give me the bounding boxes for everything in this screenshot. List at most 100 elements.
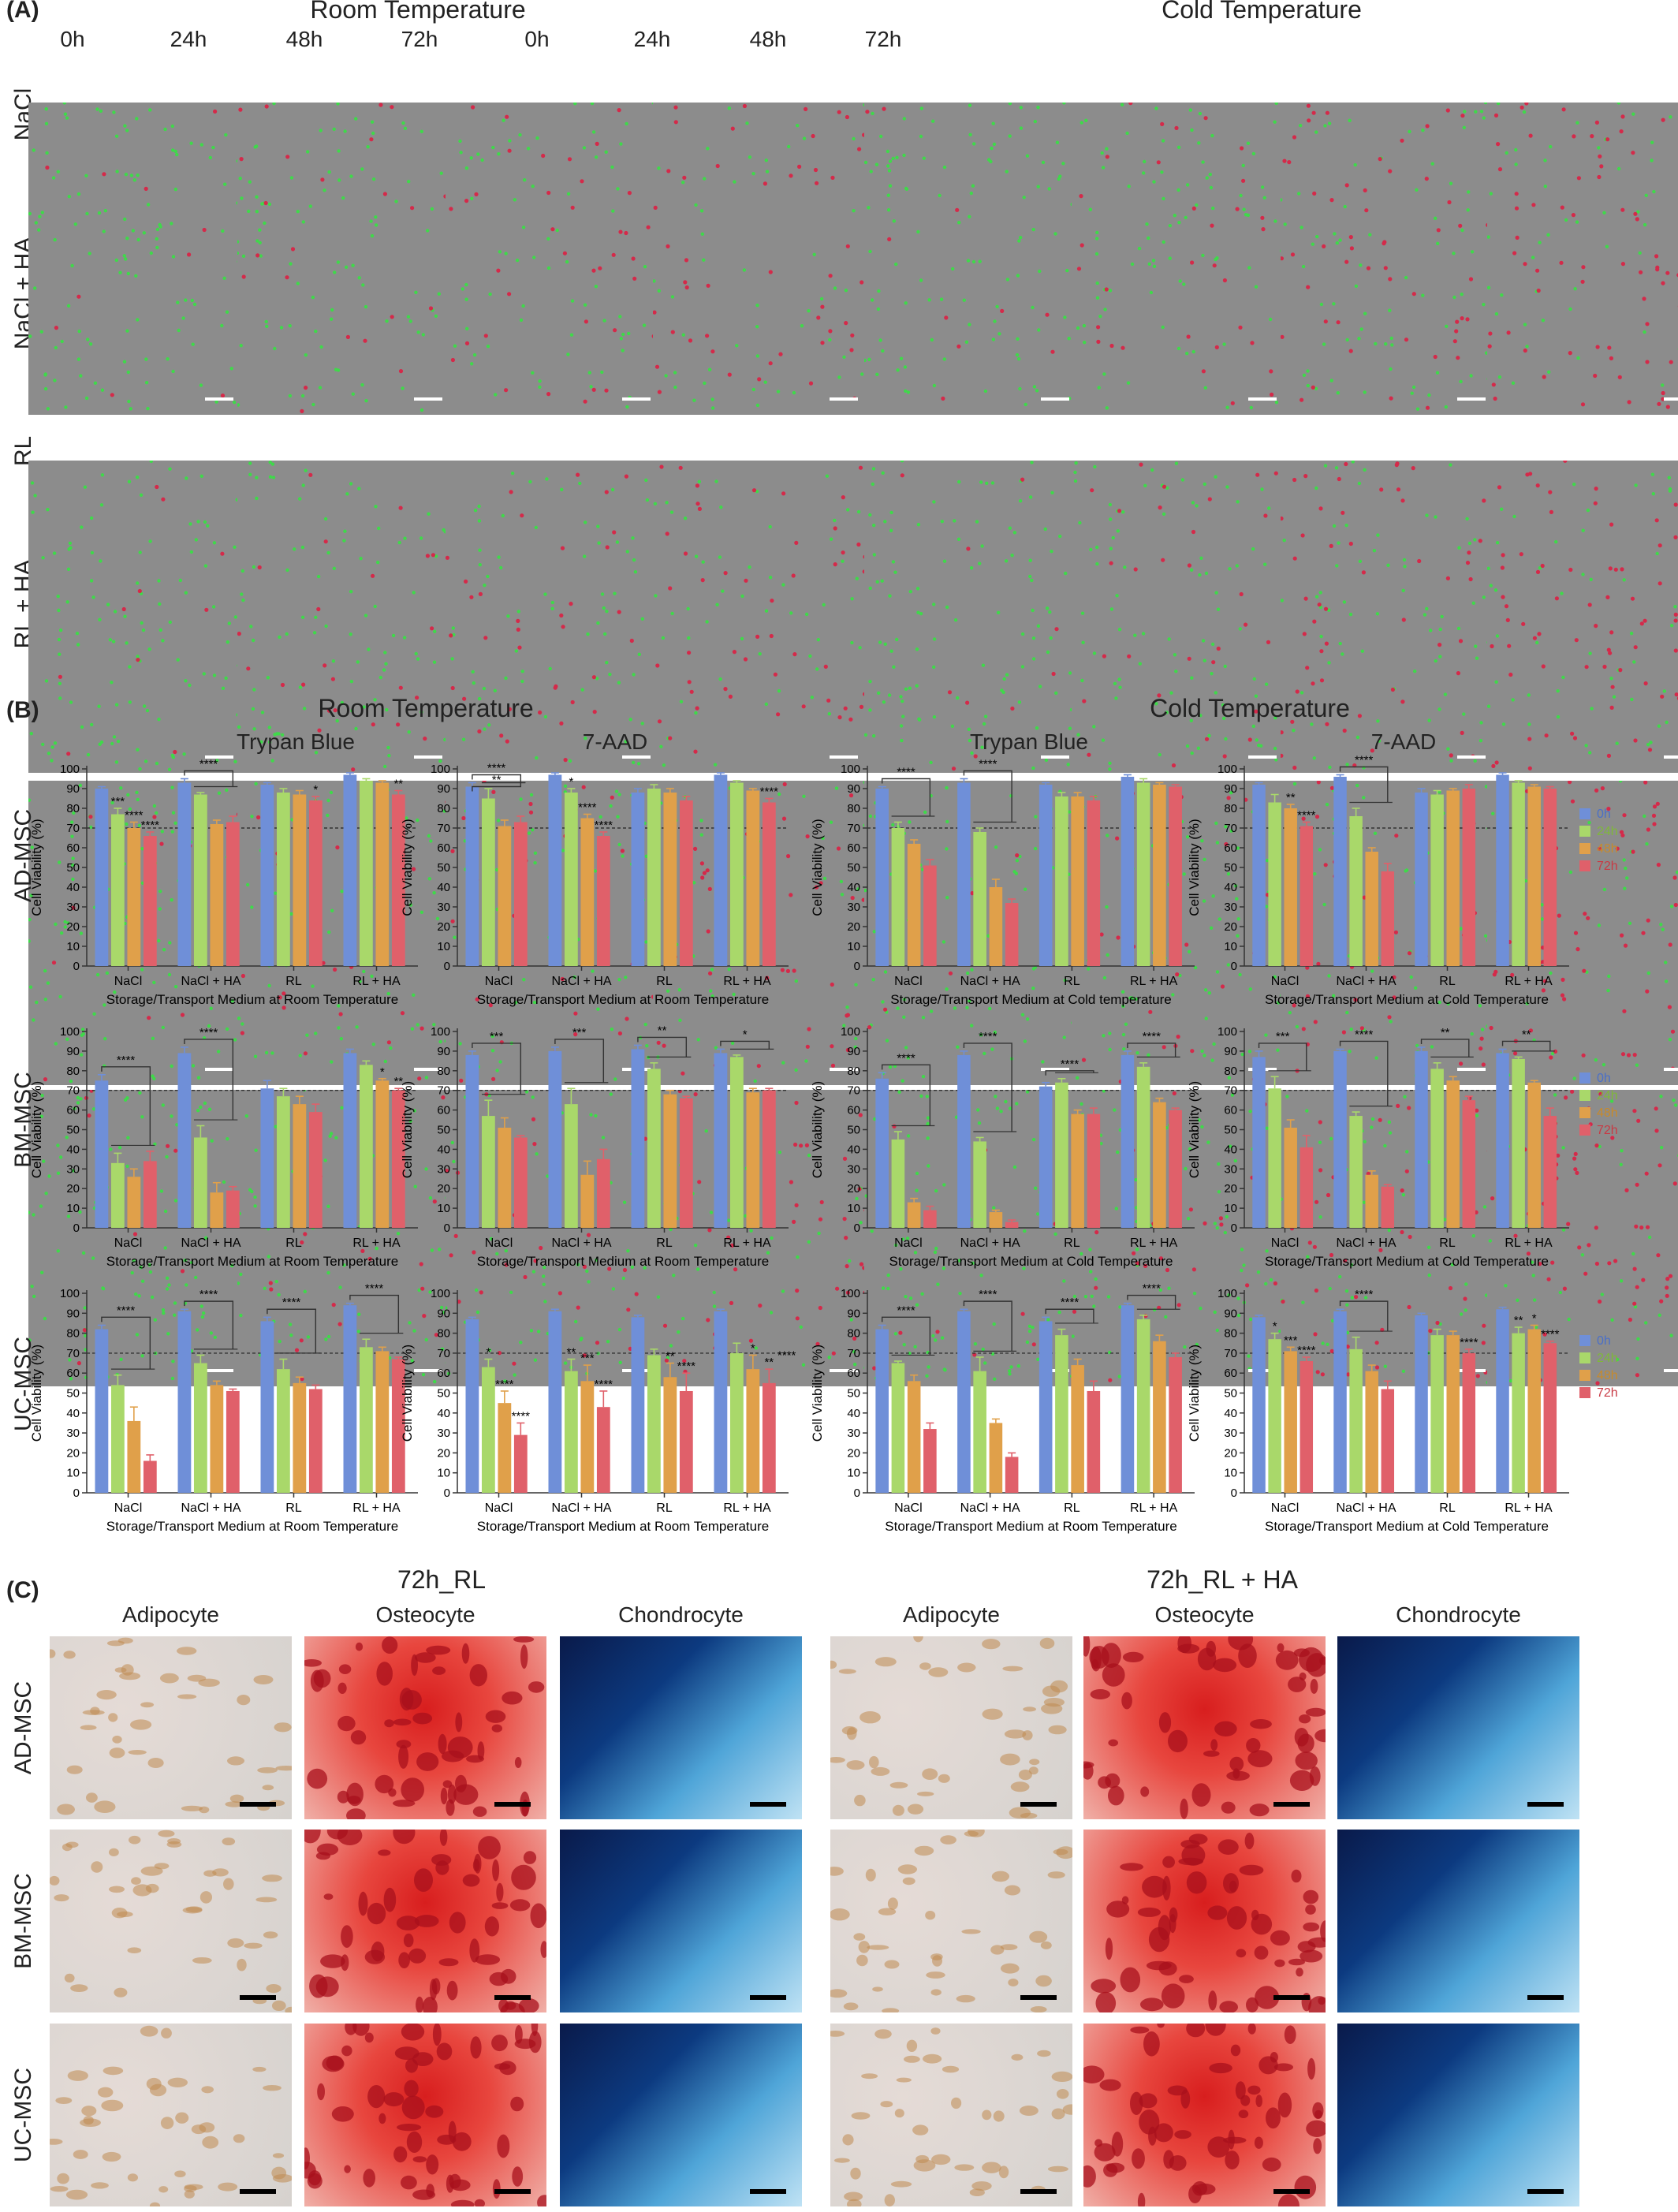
scale-bar (205, 755, 233, 759)
differentiation-micrograph (304, 1830, 546, 2012)
panel-a-group-room: Room Temperature (310, 0, 526, 24)
differentiation-micrograph (830, 1636, 1072, 1819)
panel-c-col-label: Osteocyte (1154, 1602, 1255, 1627)
x-tick-label: RL + HA (352, 1501, 401, 1515)
micrograph-live-dead (446, 781, 669, 1085)
scale-bar (1456, 755, 1486, 759)
micrograph-live-dead (864, 461, 1087, 773)
scale-bar (1527, 1802, 1564, 1807)
x-tick-label: RL + HA (1130, 1501, 1178, 1515)
panel-c-letter: (C) (6, 1577, 39, 1603)
scale-bar (830, 755, 858, 759)
panel-a-time-label: 72h (401, 27, 438, 51)
panel-a-time-label: 24h (633, 27, 671, 51)
x-tick-label: RL + HA (723, 1501, 771, 1515)
panel-b-letter: (B) (6, 697, 39, 723)
y-tick-label: 0 (73, 1486, 80, 1500)
micrograph-live-dead (446, 103, 669, 415)
x-tick-label: RL (656, 1501, 673, 1515)
differentiation-micrograph (50, 1636, 292, 1819)
scale-bar (1456, 1068, 1486, 1071)
micrograph-live-dead (864, 1090, 1087, 1386)
micrograph-live-dead (1487, 781, 1678, 1085)
micrograph-live-dead (237, 103, 460, 415)
y-tick-label: 20 (847, 1446, 860, 1460)
x-axis-label: Storage/Transport Medium at Cold Tempera… (1265, 1519, 1549, 1534)
panel-a-time-label: 0h (524, 27, 550, 51)
differentiation-micrograph (1083, 1830, 1326, 2012)
differentiation-micrograph (1337, 1830, 1579, 2012)
x-axis-label: Storage/Transport Medium at Room Tempera… (106, 1519, 398, 1534)
micrograph-live-dead (28, 461, 251, 773)
y-tick-label: 10 (1224, 1467, 1237, 1480)
y-tick-label: 50 (847, 1387, 860, 1401)
scale-bar (240, 1995, 276, 2000)
scale-bar (1248, 755, 1277, 759)
assay-7aad-room: 7-AAD (582, 729, 648, 754)
differentiation-micrograph (560, 2024, 802, 2206)
micrograph-live-dead (864, 781, 1087, 1085)
x-axis-label: Storage/Transport Medium at Room Tempera… (885, 1519, 1176, 1534)
scale-bar (1456, 397, 1486, 401)
bar-72h (923, 1429, 937, 1493)
scale-bar (1020, 2189, 1057, 2194)
y-tick-label: 30 (437, 1427, 450, 1440)
y-tick-label: 30 (1224, 1427, 1237, 1440)
scale-bar (830, 1369, 858, 1372)
differentiation-micrograph (1337, 1636, 1579, 1819)
x-tick-label: NaCl + HA (1336, 1501, 1396, 1515)
scale-bar (622, 1068, 651, 1071)
scale-bar (1273, 2189, 1310, 2194)
y-tick-label: 30 (66, 1427, 80, 1440)
scale-bar (413, 755, 442, 759)
scale-bar (622, 1369, 651, 1372)
micrograph-live-dead (237, 1090, 460, 1386)
micrograph-live-dead (653, 461, 875, 773)
significance-label: **** (512, 1409, 531, 1423)
micrograph-live-dead (1280, 781, 1503, 1085)
micrograph-live-dead (653, 1090, 875, 1386)
scale-bar (1664, 755, 1678, 759)
bar-24h (564, 1371, 578, 1493)
x-axis-label: Storage/Transport Medium at Room Tempera… (477, 1519, 769, 1534)
x-tick-label: RL (1064, 1501, 1080, 1515)
micrograph-live-dead (1280, 461, 1503, 773)
scale-bar (830, 1068, 858, 1071)
scale-bar (1527, 1995, 1564, 2000)
scale-bar (494, 2189, 531, 2194)
panel-a-time-label: 24h (170, 27, 207, 51)
micrograph-live-dead (1072, 103, 1294, 415)
y-tick-label: 0 (444, 1486, 450, 1500)
panel-a-time-label: 72h (864, 27, 902, 51)
panel-c-group-rlha: 72h_RL + HA (1147, 1565, 1298, 1594)
y-tick-label: 40 (437, 1407, 450, 1420)
panel-c-col-label: Osteocyte (375, 1602, 475, 1627)
bar-72h (1381, 1389, 1395, 1493)
panel-c-col-label: Chondrocyte (618, 1602, 744, 1627)
bar-48h (293, 1382, 307, 1493)
panel-a-group-cold: Cold Temperature (1162, 0, 1362, 24)
micrograph-live-dead (1280, 103, 1503, 415)
bar-48h (989, 1423, 1003, 1493)
scale-bar (1248, 397, 1277, 401)
panel-a-time-label: 48h (749, 27, 787, 51)
x-tick-label: NaCl + HA (181, 1501, 241, 1515)
micrograph-live-dead (237, 461, 460, 773)
micrograph-live-dead (237, 781, 460, 1085)
scale-bar (1273, 1802, 1310, 1807)
x-tick-label: RL (1439, 1501, 1456, 1515)
scale-bar (1664, 1369, 1678, 1372)
scale-bar (1041, 755, 1070, 759)
scale-bar (1041, 397, 1070, 401)
panel-c-row-label: BM-MSC (10, 1873, 36, 1969)
y-tick-label: 10 (437, 1467, 450, 1480)
x-tick-label: NaCl (1271, 1501, 1300, 1515)
micrograph-live-dead (1487, 1090, 1678, 1386)
differentiation-micrograph (1083, 1636, 1326, 1819)
bar-72h (762, 1382, 776, 1493)
panel-c-row-label: AD-MSC (10, 1680, 36, 1775)
bar-72h (1087, 1390, 1101, 1493)
assay-trypan-cold: Trypan Blue (970, 729, 1088, 754)
x-tick-label: NaCl (894, 1501, 923, 1515)
scale-bar (1248, 1369, 1277, 1372)
